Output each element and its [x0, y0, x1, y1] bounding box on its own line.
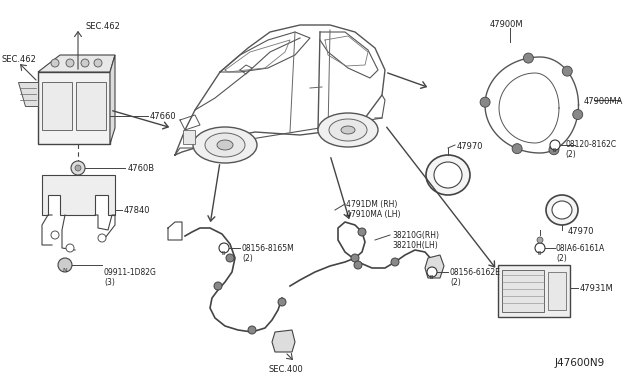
Text: 47970: 47970 — [568, 227, 595, 236]
Circle shape — [51, 59, 59, 67]
Circle shape — [563, 66, 572, 76]
Circle shape — [66, 244, 74, 252]
Circle shape — [351, 254, 359, 262]
Bar — [548, 272, 566, 310]
Bar — [183, 130, 195, 144]
Text: 4760B: 4760B — [128, 164, 155, 173]
Text: B: B — [429, 275, 433, 280]
Circle shape — [219, 243, 229, 253]
Polygon shape — [272, 330, 295, 352]
Text: 09911-1D82G
(3): 09911-1D82G (3) — [104, 268, 157, 288]
Bar — [502, 270, 544, 312]
Circle shape — [248, 326, 256, 334]
Circle shape — [71, 161, 85, 175]
Ellipse shape — [217, 140, 233, 150]
Text: 47660: 47660 — [150, 112, 177, 121]
Circle shape — [94, 59, 102, 67]
Circle shape — [58, 258, 72, 272]
Ellipse shape — [341, 126, 355, 134]
Text: B: B — [552, 148, 556, 153]
Circle shape — [550, 140, 560, 150]
Circle shape — [427, 267, 437, 277]
Text: J47600N9: J47600N9 — [555, 358, 605, 368]
Circle shape — [573, 109, 583, 119]
Circle shape — [66, 59, 74, 67]
Text: B: B — [538, 251, 541, 256]
Circle shape — [51, 231, 59, 239]
Bar — [498, 265, 570, 317]
Text: 08156-8165M
(2): 08156-8165M (2) — [242, 244, 295, 263]
Circle shape — [278, 298, 286, 306]
Ellipse shape — [329, 119, 367, 141]
Text: B: B — [221, 251, 225, 256]
Ellipse shape — [193, 127, 257, 163]
Ellipse shape — [426, 155, 470, 195]
Bar — [76, 82, 106, 130]
Circle shape — [524, 53, 533, 63]
Ellipse shape — [205, 133, 245, 157]
Text: 47970: 47970 — [457, 142, 483, 151]
Circle shape — [391, 258, 399, 266]
Text: 47900MA: 47900MA — [584, 97, 623, 106]
Ellipse shape — [552, 201, 572, 219]
Ellipse shape — [546, 195, 578, 225]
Text: 47840: 47840 — [124, 206, 150, 215]
Text: 4791DM (RH): 4791DM (RH) — [346, 200, 397, 209]
Circle shape — [81, 59, 89, 67]
Text: 38210G(RH): 38210G(RH) — [392, 231, 439, 240]
Polygon shape — [110, 55, 115, 144]
Text: SEC.462: SEC.462 — [85, 22, 120, 31]
Bar — [38, 72, 110, 144]
Circle shape — [75, 165, 81, 171]
Polygon shape — [425, 255, 444, 278]
Circle shape — [535, 243, 545, 253]
Text: SEC.400
(40202M): SEC.400 (40202M) — [266, 365, 306, 372]
Text: 08156-6162E
(2): 08156-6162E (2) — [450, 268, 501, 288]
Text: 47910MA (LH): 47910MA (LH) — [346, 210, 401, 219]
Circle shape — [214, 282, 222, 290]
Ellipse shape — [318, 113, 378, 147]
Text: N: N — [62, 268, 67, 273]
Circle shape — [98, 234, 106, 242]
Text: 47900M: 47900M — [490, 20, 524, 29]
Polygon shape — [42, 175, 115, 215]
Circle shape — [549, 145, 559, 155]
Text: SEC.462: SEC.462 — [2, 55, 37, 64]
Circle shape — [354, 261, 362, 269]
Circle shape — [537, 237, 543, 243]
Circle shape — [226, 254, 234, 262]
Polygon shape — [18, 82, 38, 106]
Text: 08120-8162C
(2): 08120-8162C (2) — [565, 140, 616, 159]
Circle shape — [358, 228, 366, 236]
Circle shape — [512, 144, 522, 154]
Text: 08IA6-6161A
(2): 08IA6-6161A (2) — [556, 244, 605, 263]
Polygon shape — [38, 55, 115, 72]
Ellipse shape — [434, 162, 462, 188]
Bar — [42, 82, 72, 130]
Text: 38210H(LH): 38210H(LH) — [392, 241, 438, 250]
Circle shape — [480, 97, 490, 107]
Text: 47931M: 47931M — [580, 284, 614, 293]
